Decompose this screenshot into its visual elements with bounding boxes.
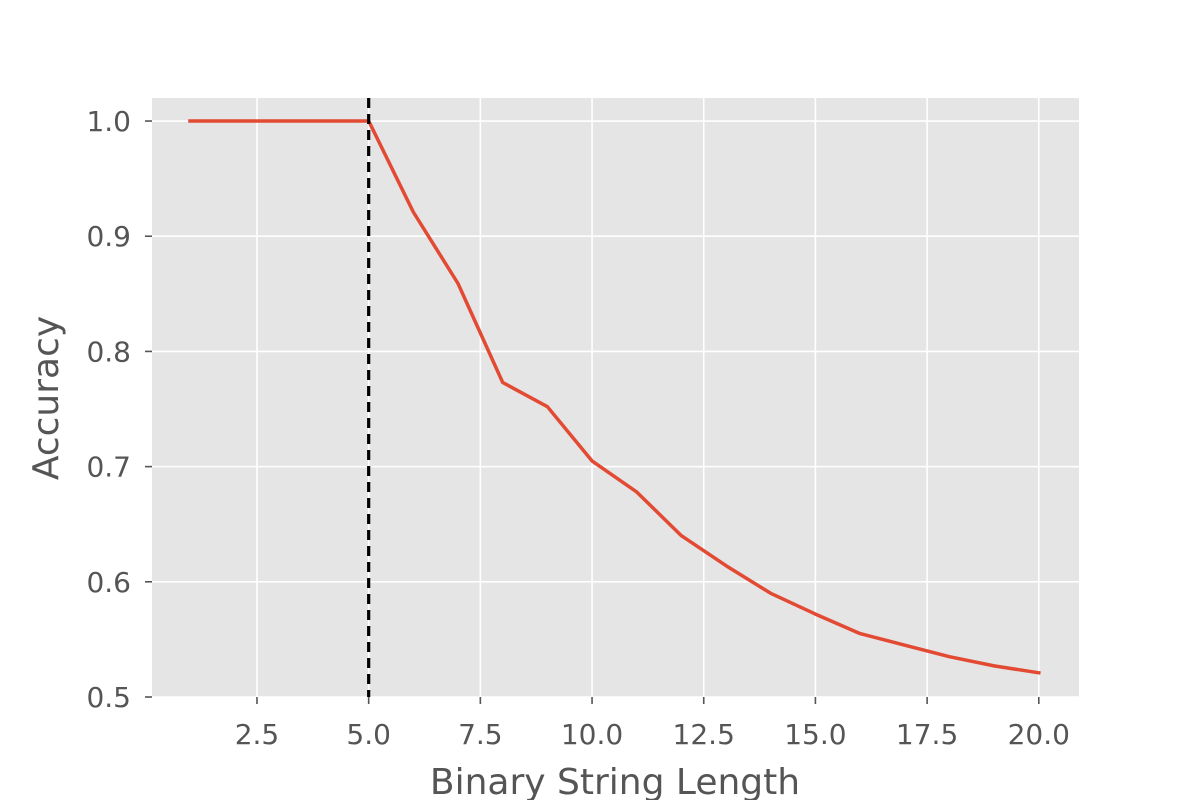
y-tick-label: 0.6 <box>86 566 131 599</box>
y-tick-label: 0.5 <box>86 681 131 714</box>
x-tick-label: 7.5 <box>458 718 503 751</box>
series-layer <box>188 119 1041 675</box>
y-tick-label: 0.7 <box>86 451 131 484</box>
plot-area <box>152 98 1079 697</box>
accuracy-series-line <box>188 119 1041 675</box>
y-axis-ticks: 0.5 0.6 0.7 0.8 0.9 1.0 <box>86 105 152 714</box>
y-tick-label: 1.0 <box>86 105 131 138</box>
y-tick-label: 0.8 <box>86 335 131 368</box>
x-axis-title: Binary String Length <box>430 762 800 800</box>
y-tick-label: 0.9 <box>86 220 131 253</box>
x-tick-label: 12.5 <box>673 718 735 751</box>
x-tick-label: 15.0 <box>784 718 846 751</box>
x-tick-label: 17.5 <box>896 718 958 751</box>
x-tick-label: 10.0 <box>561 718 623 751</box>
x-tick-label: 2.5 <box>235 718 280 751</box>
y-axis-title: Accuracy <box>26 316 67 480</box>
x-tick-label: 5.0 <box>346 718 391 751</box>
grid-lines <box>152 98 1079 698</box>
x-tick-label: 20.0 <box>1008 718 1070 751</box>
x-axis-ticks: 2.5 5.0 7.5 10.0 12.5 15.0 17.5 20.0 <box>235 697 1070 751</box>
